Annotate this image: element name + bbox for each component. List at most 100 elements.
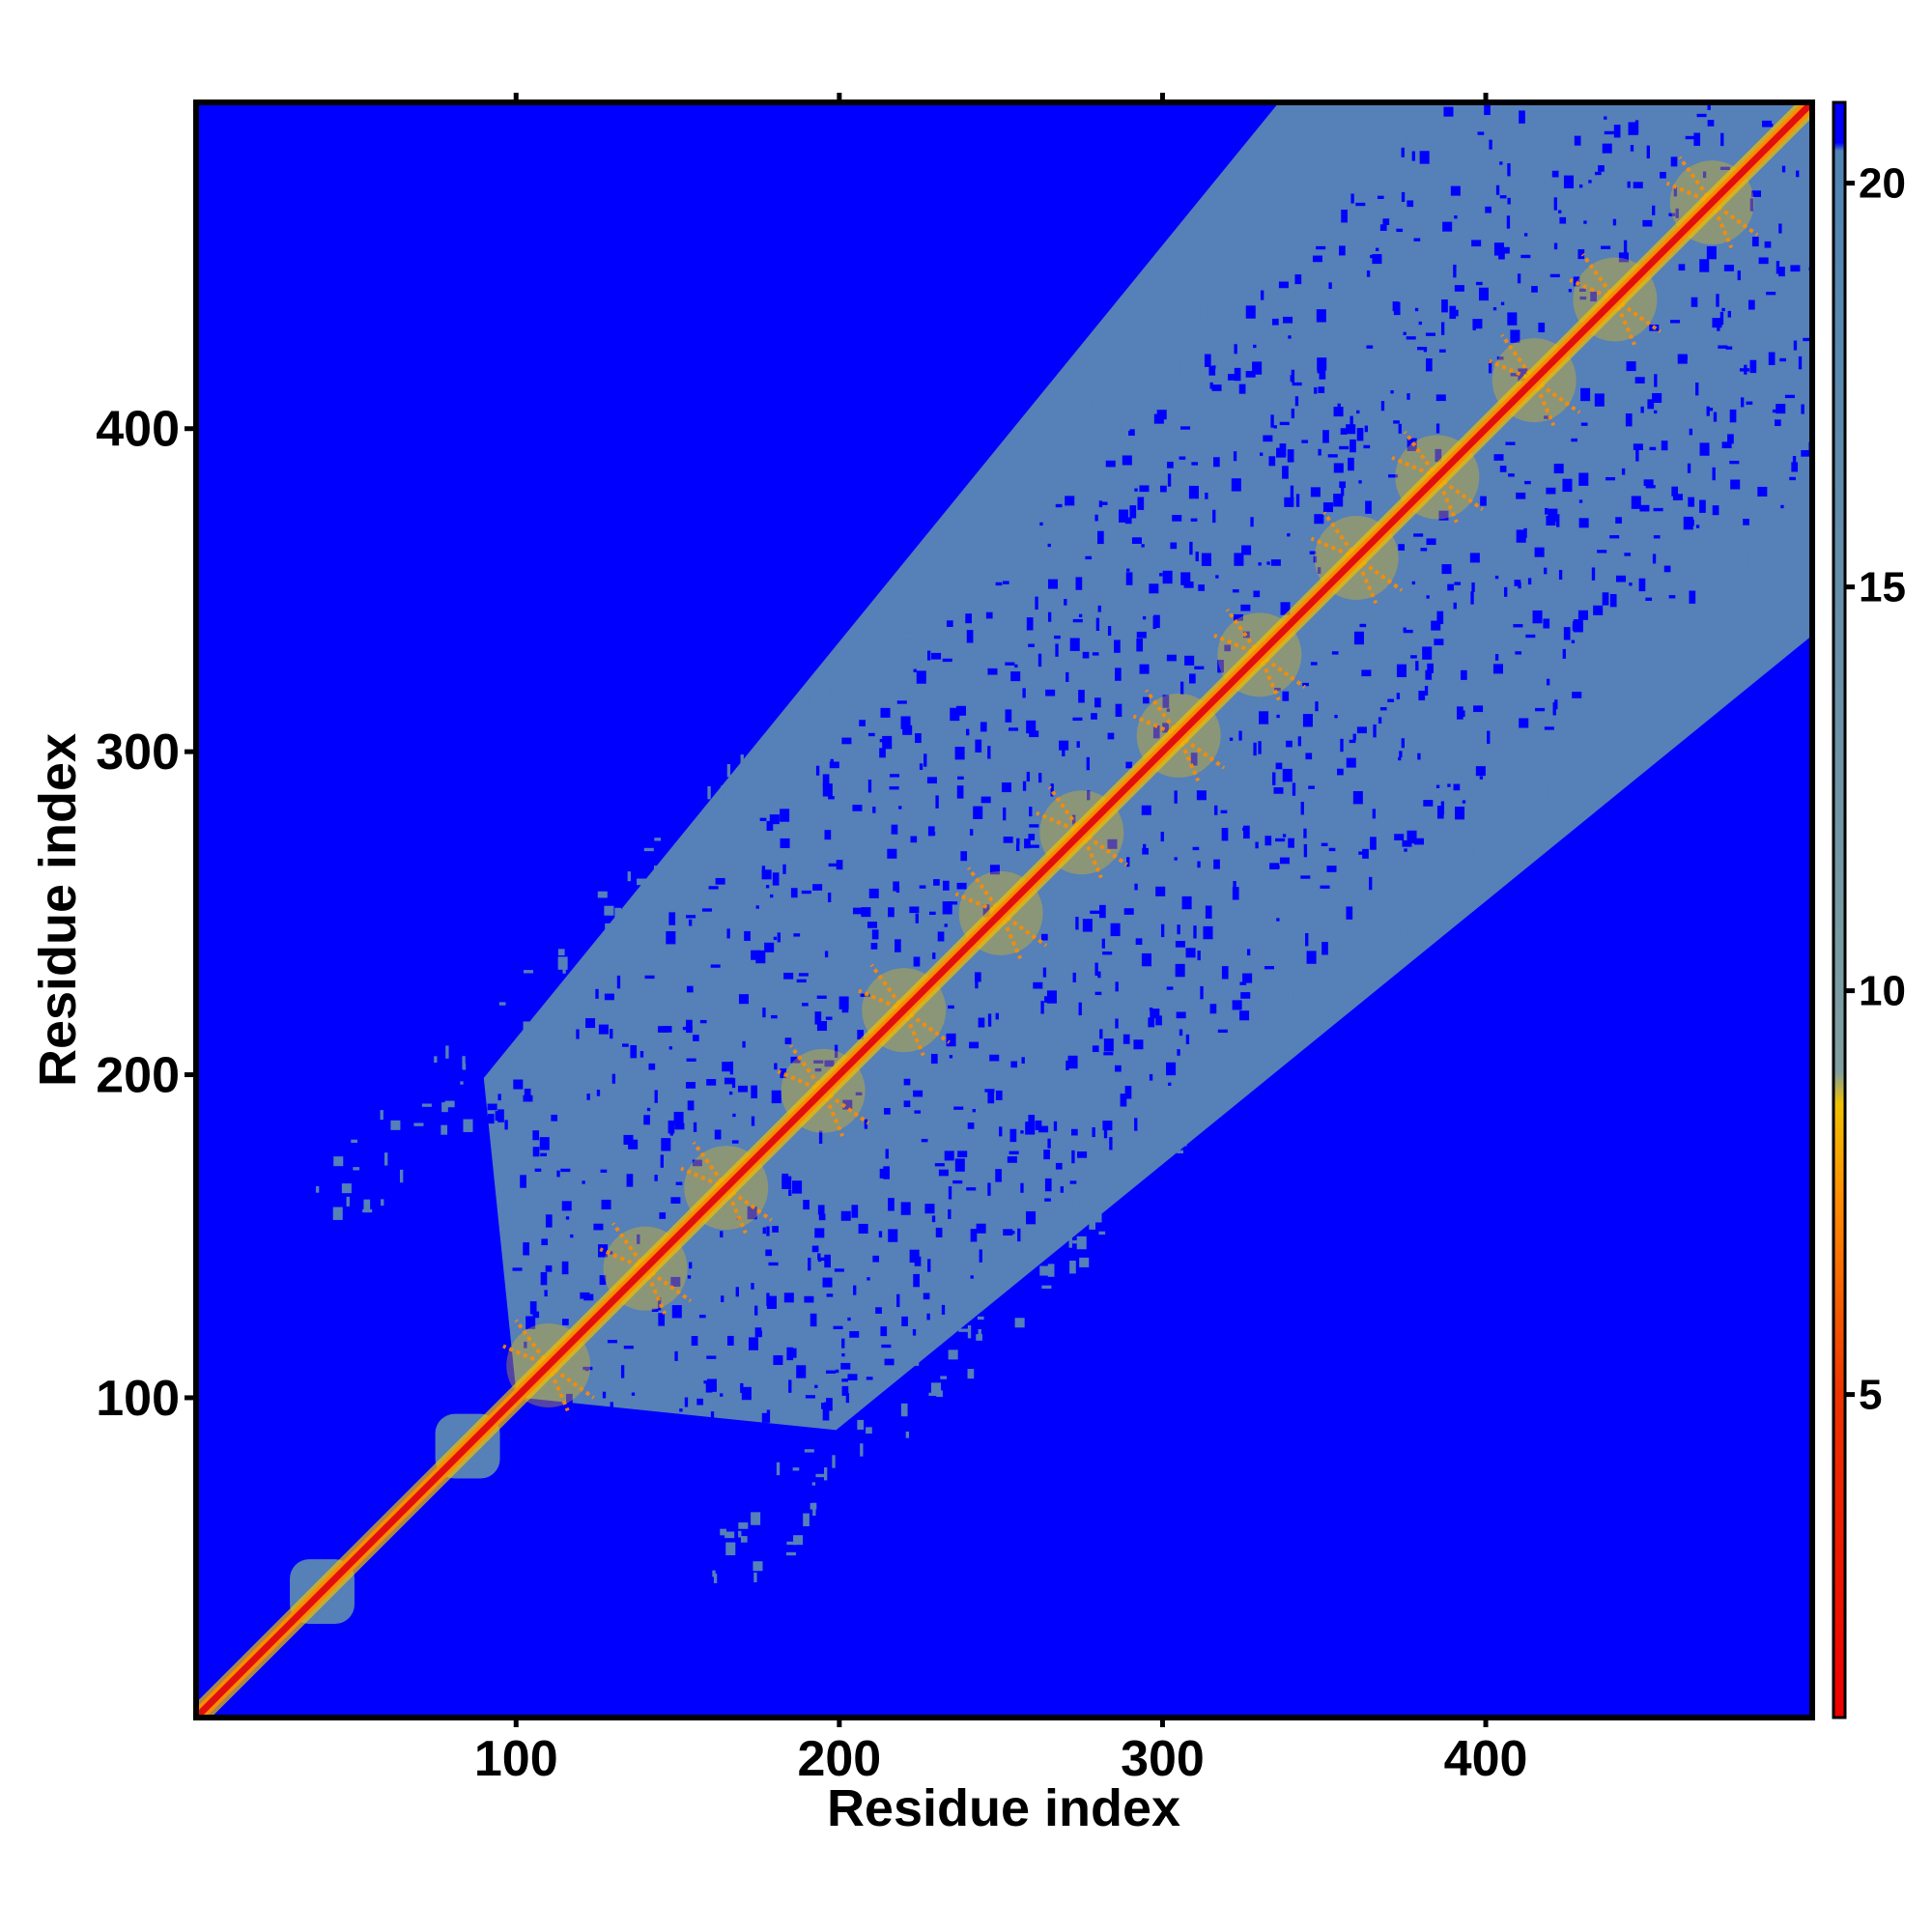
noise-cell [582,1457,587,1464]
noise-cell [1035,596,1038,610]
noise-cell [1259,1015,1264,1019]
noise-cell [841,1378,848,1382]
noise-cell [1378,908,1389,912]
noise-cell [1022,495,1026,505]
noise-cell [566,1393,573,1404]
noise-cell [726,928,730,939]
noise-cell [720,1528,726,1536]
noise-cell [693,1122,697,1132]
noise-cell [879,748,886,758]
noise-cell [1109,1194,1120,1198]
noise-cell [1042,470,1046,477]
noise-cell [1025,1122,1036,1135]
noise-cell [1305,753,1313,760]
noise-cell [1122,1034,1130,1044]
noise-cell [1134,883,1138,891]
noise-cell [847,1317,851,1321]
noise-cell [1171,1136,1175,1141]
noise-cell [1252,361,1263,375]
noise-cell [452,1284,460,1291]
noise-cell [1022,688,1026,698]
noise-cell [1131,537,1142,544]
noise-cell [1188,673,1196,684]
noise-cell [1297,736,1302,747]
noise-cell [1161,1139,1166,1147]
noise-cell [1234,553,1244,566]
noise-cell [1124,517,1132,525]
noise-cell [1021,1057,1025,1065]
noise-cell [1572,692,1582,698]
noise-cell [817,1258,822,1263]
noise-cell [927,1259,931,1272]
noise-cell [1260,290,1264,300]
noise-cell [450,1235,458,1245]
noise-cell [1633,182,1643,189]
noise-cell [769,814,780,825]
noise-cell [626,1174,634,1187]
noise-cell [944,923,948,927]
noise-cell [1264,836,1272,846]
noise-cell [814,1067,822,1072]
noise-cell [656,1454,667,1467]
noise-cell [1167,359,1178,366]
noise-cell [1026,617,1034,631]
noise-cell [1678,264,1686,271]
noise-cell [1796,170,1800,178]
noise-cell [1453,264,1457,278]
noise-cell [1115,1018,1119,1029]
noise-cell [682,847,686,861]
noise-cell [1005,662,1015,666]
noise-cell [1221,966,1229,980]
noise-cell [1039,522,1043,526]
noise-cell [1136,1151,1140,1165]
noise-cell [1139,485,1150,493]
noise-cell [1361,669,1372,677]
noise-cell [1440,801,1445,814]
noise-cell [976,1334,982,1341]
noise-cell [1177,1049,1180,1056]
noise-cell [526,1316,536,1329]
noise-cell [1594,171,1602,176]
noise-cell [835,1369,839,1374]
noise-cell [699,1019,707,1024]
noise-cell [1160,923,1165,938]
noise-cell [796,979,807,983]
noise-cell [1494,575,1499,580]
noise-cell [384,1152,388,1166]
noise-cell [611,1073,616,1084]
noise-cell [1176,1011,1186,1019]
noise-cell [708,886,719,890]
noise-cell [702,1507,709,1520]
noise-cell [952,1179,963,1184]
noise-cell [853,1285,857,1295]
noise-cell [1553,464,1564,474]
noise-cell [1177,924,1180,935]
noise-cell [1435,394,1446,402]
noise-cell [1092,652,1099,656]
noise-cell [1242,973,1253,983]
noise-cell [867,780,872,793]
noise-cell [674,1350,678,1361]
noise-cell [740,776,747,790]
noise-cell [1475,766,1486,777]
noise-cell [1382,955,1389,969]
noise-cell [1346,757,1356,768]
noise-cell [1086,756,1090,771]
noise-cell [1803,337,1809,342]
noise-cell [742,1040,746,1048]
x-axis-title: Residue index [827,1779,1180,1837]
noise-cell [1160,832,1164,842]
noise-cell [1352,790,1363,805]
noise-cell [1727,310,1731,318]
noise-cell [495,1111,498,1122]
noise-cell [512,1049,520,1057]
noise-cell [1623,240,1628,254]
noise-cell [1309,551,1317,554]
noise-cell [1504,586,1508,597]
noise-cell [1609,593,1617,608]
noise-cell [1288,991,1294,1005]
noise-cell [973,806,983,819]
noise-cell [649,1419,657,1430]
noise-cell [967,1369,975,1379]
noise-cell [1373,724,1377,738]
